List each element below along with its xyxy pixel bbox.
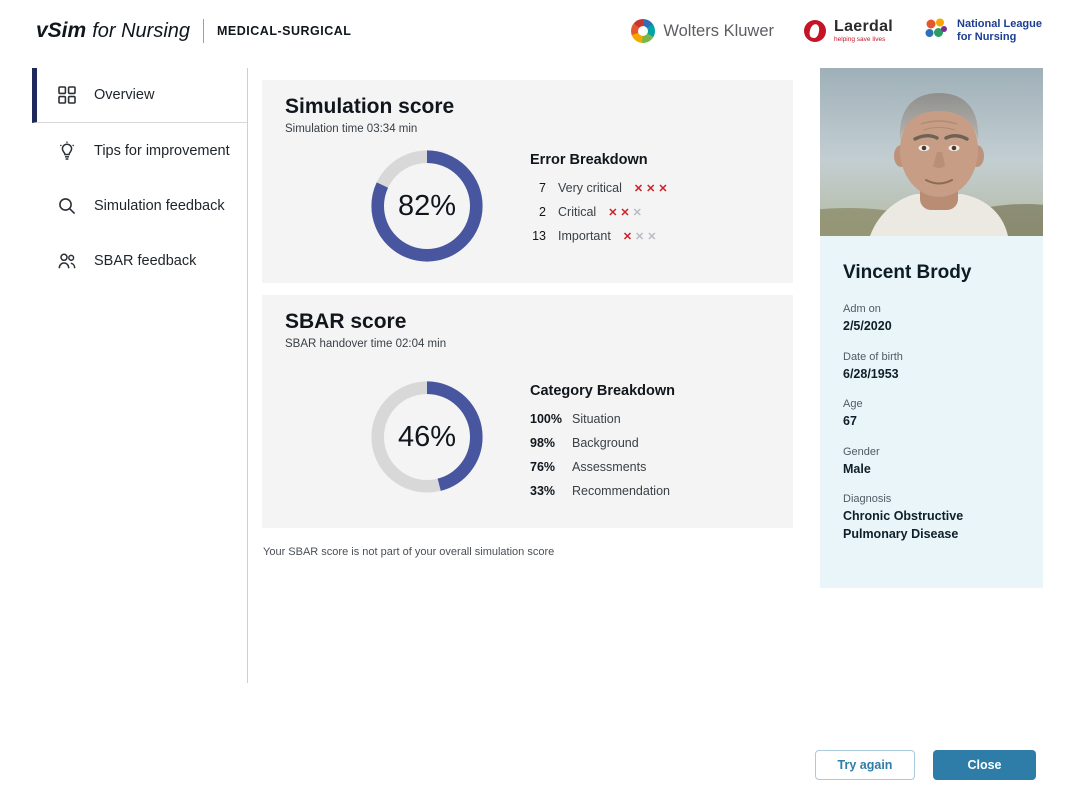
sidebar-item-tips[interactable]: Tips for improvement: [32, 123, 247, 178]
sbar-note: Your SBAR score is not part of your over…: [263, 546, 555, 558]
sidebar-item-overview[interactable]: Overview: [32, 68, 247, 123]
sidebar-item-label: Tips for improvement: [94, 142, 230, 159]
for-nursing-wordmark: for Nursing: [92, 19, 191, 42]
nln-logo: National League for Nursing: [923, 16, 1042, 47]
patient-info: Vincent Brody Adm on 2/5/2020 Date of bi…: [820, 236, 1043, 588]
category-breakdown-title: Category Breakdown: [530, 383, 676, 399]
sbar-score-donut: 46%: [369, 379, 485, 495]
product-name: MEDICAL-SURGICAL: [217, 24, 352, 38]
laerdal-logo: Laerdal helping save lives: [804, 17, 894, 44]
lightbulb-icon: [57, 141, 77, 161]
error-row-very-critical: 7 Very critical ✕ ✕ ✕: [530, 181, 671, 195]
wolters-kluwer-logo: Wolters Kluwer: [631, 19, 774, 43]
sbar-handover-time: SBAR handover time 02:04 min: [285, 338, 447, 350]
simulation-score-value: 82%: [397, 189, 457, 222]
error-breakdown: Error Breakdown 7 Very critical ✕ ✕ ✕ 2 Cr…: [530, 152, 671, 253]
sidebar-item-label: Overview: [94, 87, 155, 103]
laerdal-tagline: helping save lives: [834, 35, 886, 43]
laerdal-label: Laerdal: [834, 17, 894, 35]
sbar-score-title: SBAR score: [285, 310, 407, 333]
category-row-background: 98% Background: [530, 436, 639, 450]
simulation-score-title: Simulation score: [285, 95, 455, 118]
sidebar-item-label: SBAR feedback: [94, 252, 197, 269]
wolters-kluwer-label: Wolters Kluwer: [663, 21, 775, 40]
people-icon: [57, 251, 77, 271]
vsim-brand: vSim for Nursing MEDICAL-SURGICAL: [36, 19, 351, 43]
brand-divider: [203, 19, 205, 43]
patient-field-gender: Gender Male: [843, 445, 880, 476]
error-row-critical: 2 Critical ✕ ✕ ✕: [530, 205, 671, 219]
sbar-score-value: 46%: [397, 420, 457, 453]
app-header: vSim for Nursing MEDICAL-SURGICAL Wolter…: [0, 0, 1068, 62]
severity-marks: ✕ ✕ ✕: [622, 231, 657, 243]
simulation-score-donut: 82%: [369, 148, 485, 264]
patient-field-dob: Date of birth 6/28/1953: [843, 350, 903, 381]
nln-icon: [923, 16, 949, 47]
sidebar-item-sbar-feedback[interactable]: SBAR feedback: [32, 233, 247, 288]
category-breakdown: Category Breakdown 100% Situation 98% Ba…: [530, 383, 675, 508]
simulation-score-card: Simulation score Simulation time 03:34 m…: [262, 80, 793, 283]
sidebar-item-simulation-feedback[interactable]: Simulation feedback: [32, 178, 247, 233]
severity-marks: ✕ ✕ ✕: [633, 183, 668, 195]
error-breakdown-title: Error Breakdown: [530, 152, 648, 168]
category-row-assessments: 76% Assessments: [530, 460, 647, 474]
category-row-situation: 100% Situation: [530, 412, 621, 426]
close-button[interactable]: Close: [933, 750, 1036, 780]
sidebar-divider: [247, 68, 248, 683]
patient-field-adm: Adm on 2/5/2020: [843, 303, 892, 333]
search-icon: [57, 196, 77, 216]
grid-icon: [57, 85, 77, 105]
patient-panel: Vincent Brody Adm on 2/5/2020 Date of bi…: [820, 68, 1043, 588]
sidebar: Overview Tips for improvement Simulation…: [32, 68, 247, 288]
sidebar-item-label: Simulation feedback: [94, 197, 225, 214]
partner-logos: Wolters Kluwer Laerdal helping save live…: [631, 16, 1042, 47]
severity-marks: ✕ ✕ ✕: [608, 207, 642, 219]
nln-label: National League for Nursing: [957, 17, 1042, 43]
simulation-time: Simulation time 03:34 min: [285, 123, 418, 135]
try-again-button[interactable]: Try again: [815, 750, 915, 780]
sbar-score-card: SBAR score SBAR handover time 02:04 min …: [262, 295, 793, 528]
category-row-recommendation: 33% Recommendation: [530, 484, 670, 498]
error-row-important: 13 Important ✕ ✕ ✕: [530, 229, 671, 243]
wolters-kluwer-icon: [631, 19, 656, 43]
patient-field-diagnosis: Diagnosis Chronic Obstructive Pulmonary …: [843, 493, 964, 541]
patient-name: Vincent Brody: [843, 262, 972, 283]
patient-photo: [820, 68, 1043, 236]
patient-field-age: Age 67: [843, 398, 863, 428]
vsim-wordmark: vSim: [36, 19, 87, 42]
laerdal-icon: [804, 20, 827, 42]
